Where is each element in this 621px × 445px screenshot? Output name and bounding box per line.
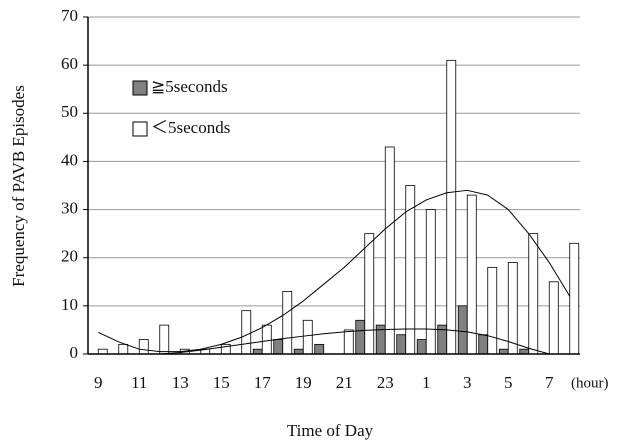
- bar: [446, 59, 457, 355]
- x-tick-label: 5: [504, 373, 513, 392]
- bar: [355, 319, 366, 355]
- x-tick-label: 17: [254, 373, 272, 392]
- y-tick-label: 60: [61, 54, 78, 73]
- legend-swatch: [132, 121, 148, 137]
- x-tick-label: 21: [336, 373, 353, 392]
- bar: [241, 310, 252, 355]
- y-tick-label: 10: [61, 295, 78, 314]
- y-tick-label: 50: [61, 102, 78, 121]
- bar: [416, 339, 427, 355]
- bar: [273, 339, 284, 355]
- y-axis-label: Frequency of PAVB Episodes: [9, 85, 28, 287]
- trend-line: [98, 189, 571, 353]
- bar: [261, 324, 272, 355]
- bar: [302, 319, 313, 355]
- bar: [282, 291, 293, 355]
- x-tick-label: 7: [545, 373, 554, 392]
- y-tick-label: 0: [70, 343, 79, 362]
- bar: [138, 339, 149, 355]
- x-tick-label: 13: [172, 373, 189, 392]
- legend-swatch: [132, 80, 148, 96]
- bar: [314, 343, 325, 355]
- bar: [384, 146, 395, 355]
- bar: [364, 233, 375, 355]
- bar: [487, 266, 498, 355]
- y-tick-label: 20: [61, 247, 78, 266]
- bar: [569, 242, 580, 355]
- y-tick-label: 70: [61, 6, 78, 25]
- x-tick-label: 19: [295, 373, 312, 392]
- bar: [548, 281, 559, 355]
- y-tick-label: 30: [61, 198, 78, 217]
- bar: [507, 262, 518, 355]
- bar: [466, 194, 477, 355]
- legend-label: ＜5seconds: [151, 118, 230, 137]
- trend-line: [159, 328, 550, 355]
- x-axis-label: Time of Day: [287, 421, 374, 440]
- bar: [159, 324, 170, 355]
- x-tick-label: 9: [94, 373, 103, 392]
- x-tick-label: 3: [463, 373, 472, 392]
- bar: [457, 305, 468, 355]
- x-tick-label: 1: [422, 373, 431, 392]
- bar: [118, 343, 129, 355]
- x-tick-label: 15: [213, 373, 230, 392]
- x-tick-label: 11: [131, 373, 147, 392]
- legend-label: ≧5seconds: [151, 77, 228, 96]
- bar: [396, 334, 407, 355]
- bar: [478, 334, 489, 355]
- x-tick-label: 23: [377, 373, 394, 392]
- bar: [425, 209, 436, 355]
- bar: [528, 233, 539, 355]
- bar: [343, 329, 354, 355]
- x-unit: (hour): [571, 375, 609, 391]
- y-tick-label: 40: [61, 150, 78, 169]
